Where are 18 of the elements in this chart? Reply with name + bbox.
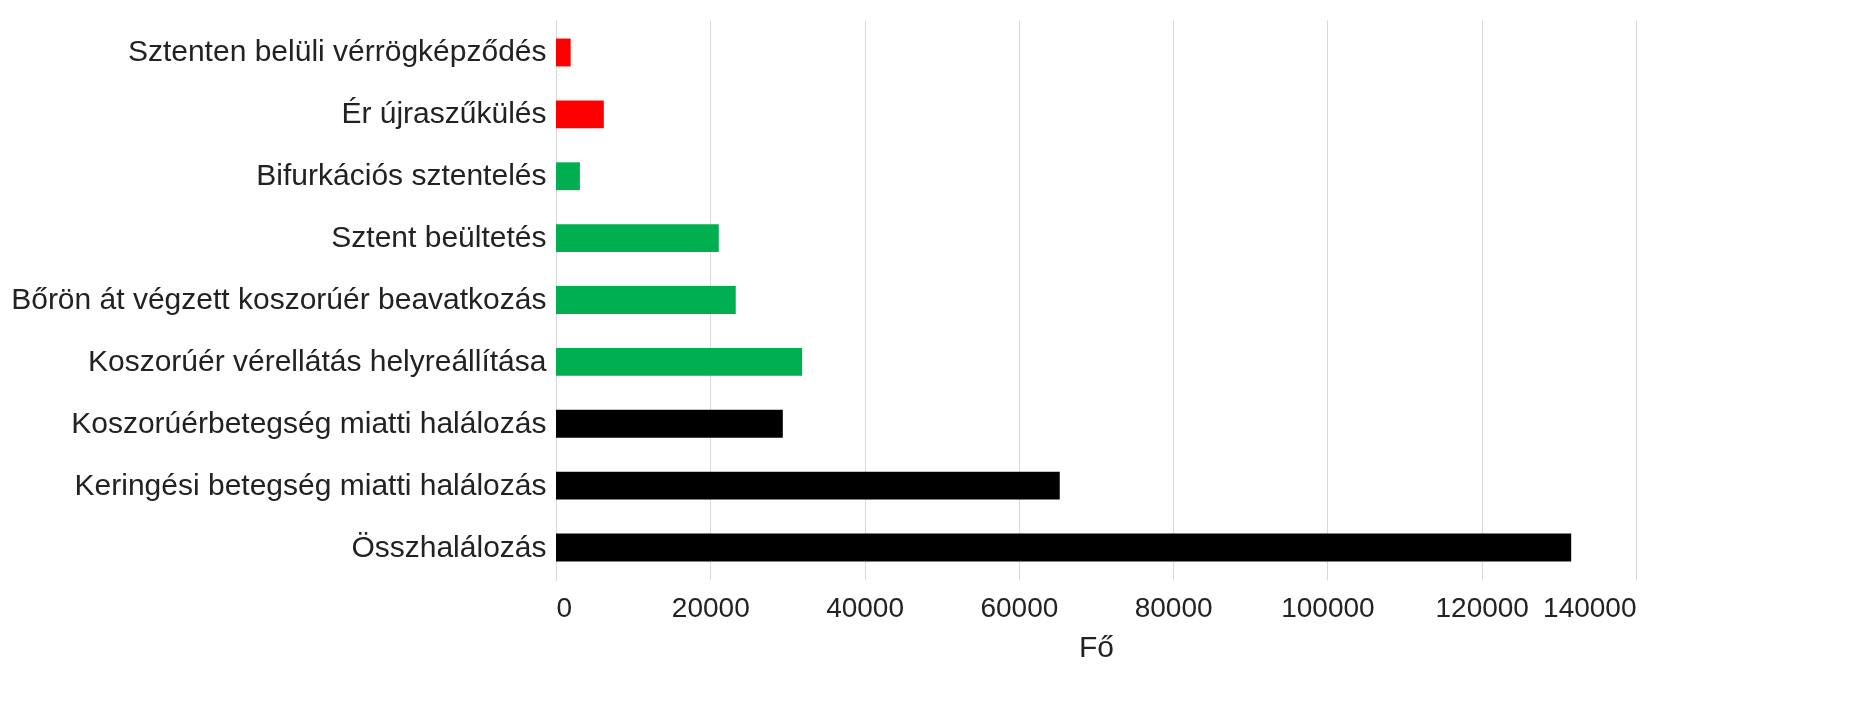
x-tick-label: 0 xyxy=(556,591,573,623)
x-tick-label: 60000 xyxy=(980,591,1059,623)
y-tick-label: Ér újraszűkülés xyxy=(341,96,547,130)
y-tick-label: Összhalálozás xyxy=(351,529,547,563)
x-axis-title: Fő xyxy=(1078,629,1115,663)
y-tick-label: Bőrön át végzett koszorúér beavatkozás xyxy=(11,282,547,315)
y-tick-label: Keringési betegség miatti halálozás xyxy=(74,467,547,501)
x-tick-label: 40000 xyxy=(826,591,905,623)
y-tick-label: Koszorúérbetegség miatti halálozás xyxy=(71,405,547,439)
y-tick-label: Sztenten belüli vérrögképződés xyxy=(127,34,547,68)
x-tick-label: 140000 xyxy=(1543,591,1637,623)
x-tick-label: 120000 xyxy=(1435,591,1529,623)
y-tick-label: Bifurkációs sztentelés xyxy=(256,158,547,192)
y-tick-label: Koszorúér vérellátás helyreállítása xyxy=(87,343,547,377)
y-tick-label: Sztent beültetés xyxy=(331,220,547,254)
x-tick-label: 80000 xyxy=(1134,591,1213,623)
x-tick-label: 20000 xyxy=(671,591,750,623)
x-tick-label: 100000 xyxy=(1281,591,1375,623)
